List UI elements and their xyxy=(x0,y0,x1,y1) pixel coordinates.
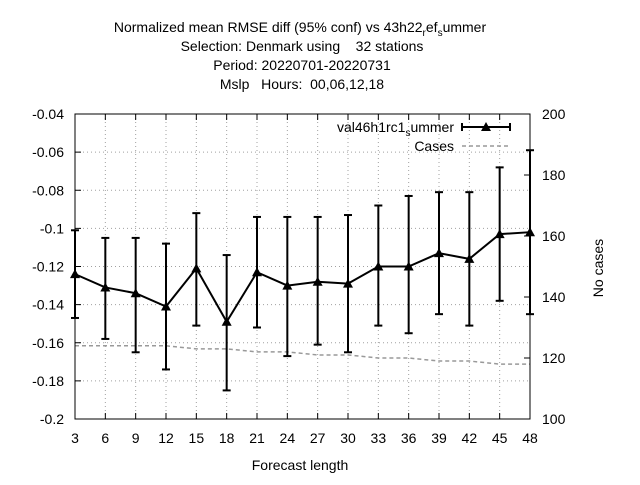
x-tick-label: 33 xyxy=(371,430,387,446)
x-tick-label: 3 xyxy=(71,430,79,446)
y2-tick-labels: 200 180 160 140 120 100 xyxy=(542,106,566,427)
data-point-marker xyxy=(403,261,414,271)
axis-ticks xyxy=(74,113,531,420)
data-point-marker xyxy=(343,278,353,288)
x-tick-label: 21 xyxy=(249,430,265,446)
data-point-marker xyxy=(221,316,232,326)
y-tick-label: -0.16 xyxy=(32,335,64,351)
cases-series xyxy=(75,345,530,365)
y-tick-labels: -0.04 -0.06 -0.08 -0.1 -0.12 -0.14 -0.16 -0.18 -… xyxy=(32,106,64,427)
x-tick-label: 15 xyxy=(189,430,205,446)
series-line xyxy=(74,231,531,324)
y2-axis-label: No cases xyxy=(590,239,606,297)
data-point-marker xyxy=(252,267,262,277)
data-point-marker xyxy=(464,253,475,263)
y2-tick-label: 200 xyxy=(542,106,566,122)
data-point-marker xyxy=(130,288,141,298)
data-point-marker xyxy=(161,301,171,311)
x-tick-label: 39 xyxy=(431,430,447,446)
y-tick-label: -0.1 xyxy=(40,220,64,236)
x-tick-label: 27 xyxy=(310,430,326,446)
x-tick-label: 30 xyxy=(340,430,356,446)
data-point-marker xyxy=(434,248,444,258)
y-tick-label: -0.2 xyxy=(40,411,64,427)
title-line-3: Period: 20220701-20220731 xyxy=(213,57,391,73)
data-point-marker xyxy=(494,229,505,239)
x-tick-labels: 3 6 9 12 15 18 21 24 27 30 33 36 39 42 45 48 xyxy=(71,430,538,446)
chart-title: Normalized mean RMSE diff (95% conf) vs … xyxy=(114,19,487,92)
x-tick-label: 36 xyxy=(401,430,417,446)
cases-line xyxy=(75,345,530,365)
rmse-series xyxy=(70,149,535,392)
y-tick-label: -0.06 xyxy=(32,144,64,160)
y-tick-label: -0.18 xyxy=(32,373,64,389)
title-line-2: Selection: Denmark using 32 stations xyxy=(181,38,424,54)
x-tick-label: 12 xyxy=(158,430,174,446)
legend-label-series: val46h1rc1summer xyxy=(337,119,454,139)
x-axis-label: Forecast length xyxy=(252,457,349,473)
data-point-marker xyxy=(373,261,384,271)
x-tick-label: 48 xyxy=(522,430,538,446)
x-tick-label: 6 xyxy=(101,430,109,446)
title-line-1: Normalized mean RMSE diff (95% conf) vs … xyxy=(114,19,487,39)
data-point-marker xyxy=(191,263,202,273)
data-point-marker xyxy=(100,282,111,292)
x-tick-label: 9 xyxy=(132,430,140,446)
grid-lines xyxy=(75,114,530,419)
y2-tick-label: 120 xyxy=(542,350,566,366)
x-tick-label: 45 xyxy=(492,430,508,446)
x-tick-label: 18 xyxy=(219,430,235,446)
y2-tick-label: 100 xyxy=(542,411,566,427)
legend-series-marker xyxy=(481,122,491,131)
y2-tick-label: 140 xyxy=(542,289,566,305)
y-tick-label: -0.08 xyxy=(32,182,64,198)
y2-tick-label: 160 xyxy=(542,228,566,244)
y-tick-label: -0.12 xyxy=(32,259,64,275)
y2-tick-label: 180 xyxy=(542,167,566,183)
legend: val46h1rc1summer Cases xyxy=(337,119,511,154)
x-tick-label: 42 xyxy=(462,430,478,446)
legend-label-cases: Cases xyxy=(414,138,454,154)
title-line-4: Mslp Hours: 00,06,12,18 xyxy=(220,76,384,92)
data-point-marker xyxy=(282,280,293,290)
x-tick-label: 24 xyxy=(280,430,296,446)
y-tick-label: -0.14 xyxy=(32,297,64,313)
legend-swatch-series xyxy=(461,122,511,131)
y-tick-label: -0.04 xyxy=(32,106,64,122)
data-point-marker xyxy=(312,276,323,286)
